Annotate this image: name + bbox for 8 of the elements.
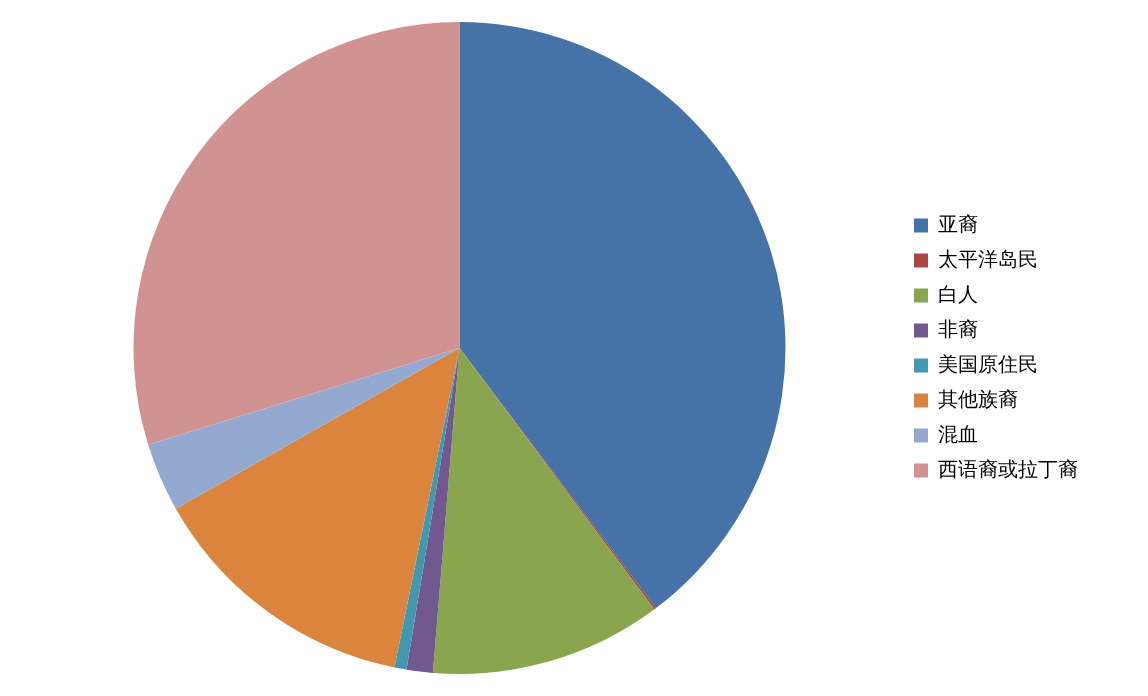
legend-label: 亚裔: [938, 211, 978, 236]
legend-label: 美国原住民: [938, 351, 1038, 376]
legend-label: 西语裔或拉丁裔: [938, 456, 1078, 481]
legend-label: 其他族裔: [938, 386, 1018, 411]
legend-label: 白人: [938, 281, 978, 306]
legend-label: 非裔: [938, 316, 978, 341]
legend-label: 太平洋岛民: [938, 246, 1038, 271]
legend-label: 混血: [938, 421, 978, 446]
